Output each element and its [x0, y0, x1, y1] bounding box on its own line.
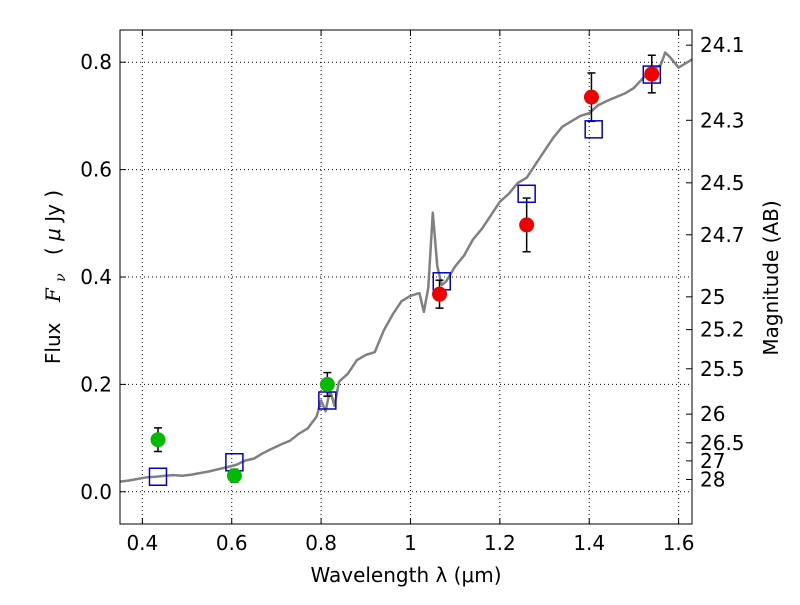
grid-layer: [120, 30, 692, 524]
right-tick-label: 24.5: [700, 171, 745, 195]
y-tick-label: 0.8: [80, 50, 112, 74]
data-layer: [120, 51, 692, 486]
x-tick-label: 0.8: [305, 531, 337, 555]
x-tick-label: 1.2: [484, 531, 516, 555]
model-photometry-point: [517, 184, 536, 204]
x-tick-label: 1.6: [663, 531, 695, 555]
y-axis-title-flux: Flux: [41, 322, 65, 364]
model-spectrum-line: [120, 51, 692, 483]
nir-data-point: [432, 286, 448, 302]
model-photometry-point: [642, 65, 662, 84]
y-axis-title-subscript: ν: [53, 273, 69, 282]
right-tick-label: 26.5: [700, 431, 745, 455]
right-tick-label: 28: [700, 467, 725, 491]
model-photometry-point: [584, 120, 603, 139]
x-tick-label: 0.6: [216, 531, 248, 555]
optical-data-point: [319, 376, 335, 392]
model-photometry-point: [148, 467, 168, 486]
y-tick-label: 0.0: [80, 480, 112, 504]
x-tick-label: 1.4: [573, 531, 605, 555]
right-tick-label: 24.1: [700, 33, 745, 57]
plot-frame: [119, 29, 693, 525]
y-tick-label: 0.4: [80, 265, 112, 289]
right-tick-label: 26: [700, 402, 725, 426]
x-tick-label: 0.4: [126, 531, 158, 555]
y-axis-title-unit-open: (: [41, 241, 65, 255]
y-axis-title-unit-rest: Jy ): [41, 190, 65, 224]
nir-data-point: [519, 217, 535, 233]
right-axis-title: Magnitude (AB): [759, 200, 783, 355]
x-axis-title: Wavelength λ (μm): [310, 563, 501, 587]
model-photometry-point: [318, 391, 337, 410]
y-tick-label: 0.6: [80, 158, 112, 182]
y-axis-title-symbol: F: [41, 287, 65, 303]
right-tick-label: 25.2: [700, 318, 745, 342]
plot-area: [120, 51, 692, 486]
right-tick-label: 27: [700, 449, 725, 473]
y-axis-title-unit-mu: μ: [41, 228, 65, 242]
nir-data-point: [583, 89, 599, 105]
nir-data-point: [644, 66, 660, 82]
x-tick-label: 1: [404, 531, 417, 555]
right-tick-label: 24.3: [700, 108, 745, 132]
y-axis-title: Flux F ν ( μ Jy ): [41, 190, 70, 364]
optical-data-point: [150, 432, 166, 448]
y-tick-label: 0.2: [80, 372, 112, 396]
right-tick-label: 25: [700, 285, 725, 309]
tick-layer: 0.4 0.6 0.8 1 1.2 1.4 1.6 0.0 0.2 0.4 0.6 0.8 24.1 24…: [80, 30, 745, 555]
right-tick-label: 25.5: [700, 357, 745, 381]
right-tick-label: 24.7: [700, 223, 745, 247]
optical-data-point: [226, 468, 242, 484]
